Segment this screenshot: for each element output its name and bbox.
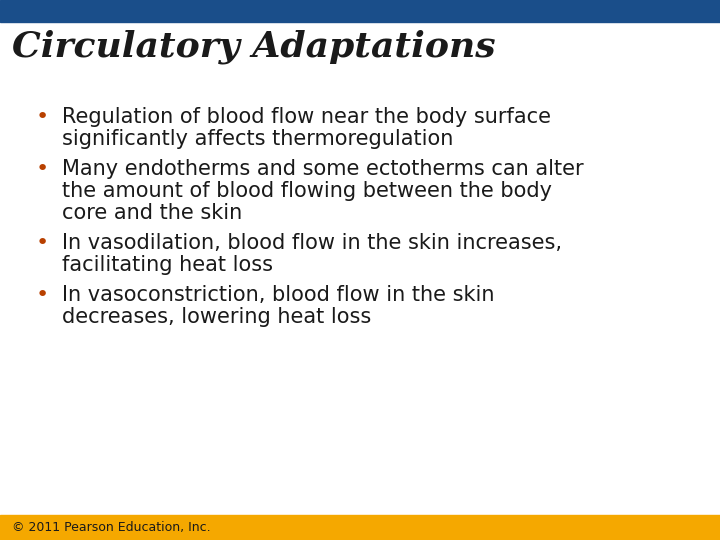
Text: •: • bbox=[35, 233, 49, 253]
Text: © 2011 Pearson Education, Inc.: © 2011 Pearson Education, Inc. bbox=[12, 521, 211, 534]
Text: In vasoconstriction, blood flow in the skin: In vasoconstriction, blood flow in the s… bbox=[62, 285, 495, 305]
Text: the amount of blood flowing between the body: the amount of blood flowing between the … bbox=[62, 181, 552, 201]
Text: core and the skin: core and the skin bbox=[62, 203, 242, 223]
Text: Regulation of blood flow near the body surface: Regulation of blood flow near the body s… bbox=[62, 107, 551, 127]
Text: significantly affects thermoregulation: significantly affects thermoregulation bbox=[62, 129, 454, 149]
Text: facilitating heat loss: facilitating heat loss bbox=[62, 255, 273, 275]
Text: •: • bbox=[35, 107, 49, 127]
Text: decreases, lowering heat loss: decreases, lowering heat loss bbox=[62, 307, 372, 327]
Text: •: • bbox=[35, 159, 49, 179]
Text: Many endotherms and some ectotherms can alter: Many endotherms and some ectotherms can … bbox=[62, 159, 584, 179]
Text: In vasodilation, blood flow in the skin increases,: In vasodilation, blood flow in the skin … bbox=[62, 233, 562, 253]
Text: Circulatory Adaptations: Circulatory Adaptations bbox=[12, 30, 495, 64]
Bar bbox=[0, 515, 720, 540]
Text: •: • bbox=[35, 285, 49, 305]
Bar bbox=[0, 0, 720, 22]
